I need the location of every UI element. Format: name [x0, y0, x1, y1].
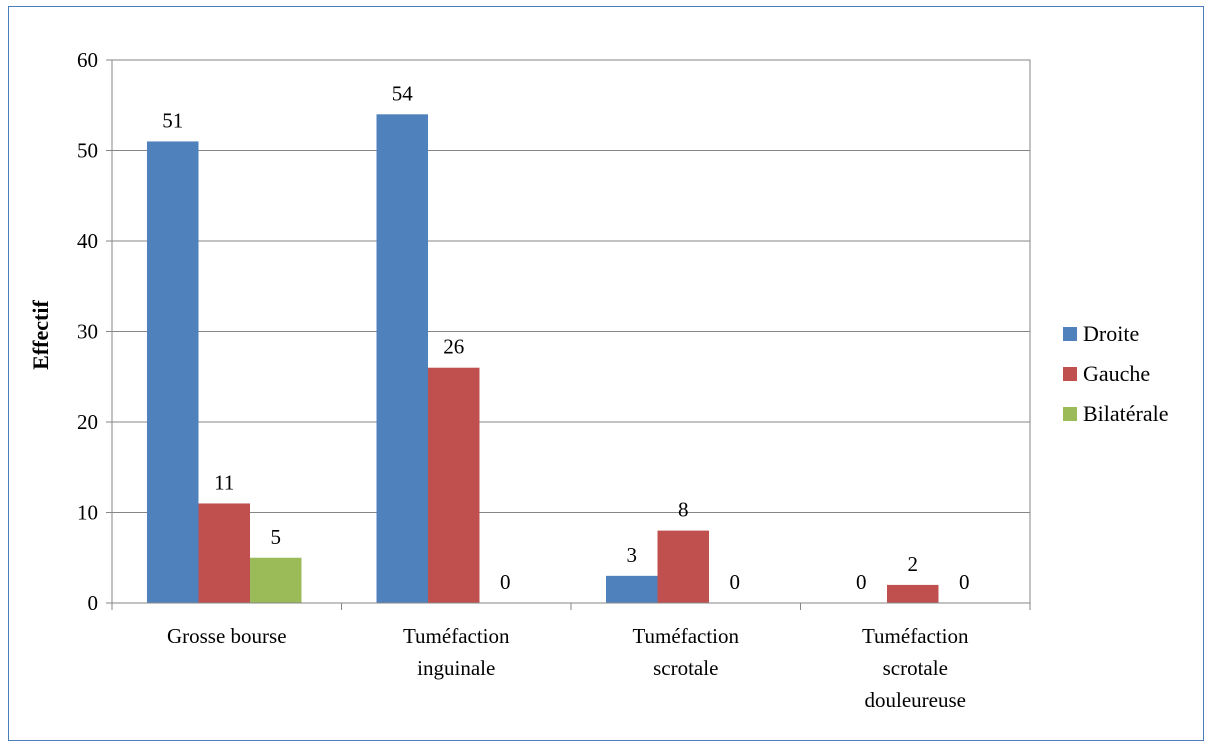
data-label: 5 [271, 525, 282, 549]
legend-label: Droite [1083, 321, 1139, 346]
category-label: Tuméfaction [403, 624, 510, 648]
data-label: 11 [214, 470, 234, 494]
bars [147, 114, 939, 604]
y-tick-label: 30 [77, 320, 98, 344]
data-label: 26 [443, 335, 464, 359]
data-label: 0 [730, 570, 741, 594]
category-label: scrotale [653, 656, 718, 680]
bar-droite [147, 141, 199, 603]
chart-frame [8, 6, 1204, 741]
legend-label: Gauche [1083, 361, 1150, 386]
bar-bilatérale [250, 557, 302, 603]
data-label: 0 [500, 570, 511, 594]
data-labels: 51 11 5 54 26 0 3 8 0 0 2 0 [162, 81, 969, 594]
legend-swatch [1063, 407, 1077, 421]
y-tick-label: 60 [77, 48, 98, 72]
data-label: 0 [959, 570, 970, 594]
y-tick-label: 40 [77, 229, 98, 253]
legend: Droite Gauche Bilatérale [1063, 321, 1169, 426]
y-tick-labels: 0 10 20 30 40 50 60 [77, 48, 98, 615]
bar-gauche [428, 367, 480, 603]
bar-gauche [887, 584, 939, 603]
y-axis-label: Effectif [28, 300, 53, 370]
bar-droite [606, 575, 658, 603]
legend-swatch [1063, 327, 1077, 341]
category-labels: Grosse bourse Tuméfaction inguinale Tuméfac… [167, 624, 969, 712]
data-label: 0 [856, 570, 867, 594]
category-label: inguinale [417, 656, 495, 680]
data-label: 54 [392, 81, 414, 105]
category-label: Tuméfaction [632, 624, 739, 648]
axes [106, 59, 1031, 610]
category-label: Grosse bourse [167, 624, 287, 648]
legend-label: Bilatérale [1083, 401, 1169, 426]
legend-swatch [1063, 367, 1077, 381]
data-label: 2 [908, 552, 919, 576]
data-label: 3 [627, 543, 638, 567]
bar-gauche [198, 503, 250, 603]
bar-droite [376, 114, 428, 604]
y-tick-label: 20 [77, 410, 98, 434]
data-label: 51 [162, 108, 183, 132]
data-label: 8 [678, 498, 689, 522]
category-label: Tuméfaction [862, 624, 969, 648]
y-tick-label: 0 [88, 591, 99, 615]
category-label: douleureuse [865, 688, 966, 712]
bar-gauche [657, 530, 709, 603]
y-tick-label: 50 [77, 139, 98, 163]
category-label: scrotale [883, 656, 948, 680]
y-tick-label: 10 [77, 501, 98, 525]
